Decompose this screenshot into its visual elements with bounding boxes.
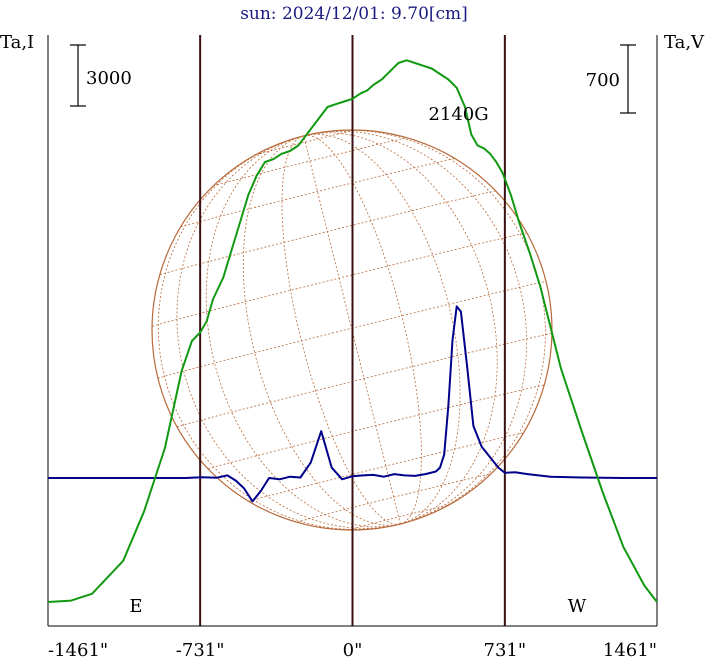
x-tick-label: 731" bbox=[484, 640, 527, 661]
longitude-line bbox=[242, 137, 401, 526]
longitude-line bbox=[310, 132, 498, 525]
latitude-line bbox=[248, 432, 524, 502]
latitude-line bbox=[180, 158, 455, 228]
latitude-line bbox=[213, 137, 408, 187]
longitude-line bbox=[205, 137, 401, 528]
x-tick-label: -1461" bbox=[48, 640, 108, 661]
left-axis-label: Ta,I bbox=[0, 32, 34, 53]
east-limb-label: E bbox=[129, 596, 142, 617]
longitude-line bbox=[312, 130, 528, 525]
chart-title: sun: 2024/12/01: 9.70[cm] bbox=[240, 4, 468, 24]
series-line-I bbox=[48, 305, 657, 503]
series-group bbox=[47, 59, 658, 603]
longitude-line bbox=[308, 133, 461, 525]
plot-frame bbox=[47, 35, 658, 627]
right-scale-label: 700 bbox=[586, 70, 620, 91]
region-annotation: 2140G bbox=[428, 104, 488, 125]
axis-labels: -1461" -731" 0" 731" 1461" Ta,I Ta,V 3000 700 E W 2… bbox=[0, 32, 705, 661]
x-tick-label: 0" bbox=[343, 640, 363, 661]
x-tick-label: 1461" bbox=[603, 640, 657, 661]
west-limb-label: W bbox=[568, 596, 587, 617]
longitude-line bbox=[176, 138, 401, 529]
longitude-line bbox=[313, 130, 546, 525]
right-axis-label: Ta,V bbox=[664, 32, 705, 53]
longitude-line bbox=[306, 135, 422, 525]
left-scale-label: 3000 bbox=[86, 68, 132, 89]
x-tick-label: -731" bbox=[176, 640, 225, 661]
series-line-V bbox=[47, 59, 658, 603]
longitude-line bbox=[157, 138, 401, 530]
